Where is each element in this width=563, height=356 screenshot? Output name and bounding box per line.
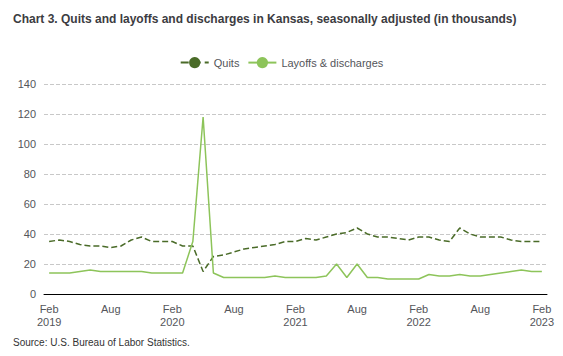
svg-text:Aug: Aug — [470, 303, 490, 315]
svg-text:140: 140 — [18, 78, 36, 90]
svg-text:Layoffs & discharges: Layoffs & discharges — [281, 57, 383, 69]
svg-text:Feb: Feb — [286, 303, 305, 315]
svg-text:Feb: Feb — [532, 303, 551, 315]
svg-text:Aug: Aug — [347, 303, 367, 315]
svg-text:Quits: Quits — [214, 57, 240, 69]
svg-text:20: 20 — [24, 258, 36, 270]
svg-text:0: 0 — [30, 288, 36, 300]
svg-text:Feb: Feb — [409, 303, 428, 315]
svg-text:Feb: Feb — [163, 303, 182, 315]
svg-text:Aug: Aug — [224, 303, 244, 315]
svg-text:120: 120 — [18, 108, 36, 120]
svg-text:Aug: Aug — [101, 303, 121, 315]
svg-text:Source: U.S. Bureau of Labor S: Source: U.S. Bureau of Labor Statistics. — [13, 337, 190, 348]
svg-text:40: 40 — [24, 228, 36, 240]
svg-text:60: 60 — [24, 198, 36, 210]
svg-text:2020: 2020 — [160, 316, 184, 328]
svg-text:Chart 3. Quits and layoffs and: Chart 3. Quits and layoffs and discharge… — [13, 12, 516, 26]
svg-text:2019: 2019 — [37, 316, 61, 328]
svg-text:80: 80 — [24, 168, 36, 180]
svg-text:2023: 2023 — [530, 316, 554, 328]
svg-text:2022: 2022 — [406, 316, 430, 328]
svg-text:2021: 2021 — [283, 316, 307, 328]
svg-text:Feb: Feb — [40, 303, 59, 315]
svg-text:100: 100 — [18, 138, 36, 150]
